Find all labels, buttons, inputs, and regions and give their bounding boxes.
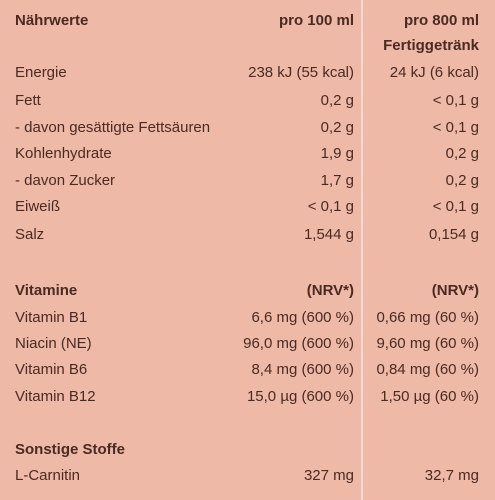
nutrient-per800: 0,154 g [428,226,479,243]
nutrient-per100: 0,2 g [320,119,354,136]
nutrient-per100: 1,544 g [303,226,354,243]
table-header-row: Nährwerte pro 100 ml pro 800 ml [0,9,495,33]
nutrient-per800: < 0,1 g [432,198,479,215]
other-per100: 327 mg [303,467,354,484]
header-label: Nährwerte [15,12,89,29]
table-row: Vitamin B1 6,6 mg (600 %) 0,66 mg (60 %) [0,306,495,330]
vitamin-name: Vitamin B1 [15,309,88,326]
nutrient-per800: 0,2 g [445,145,479,162]
vitamin-name: Vitamin B6 [15,361,88,378]
nutrient-per100: < 0,1 g [307,198,354,215]
table-row: Vitamin B12 15,0 µg (600 %) 1,50 µg (60 … [0,385,495,409]
nutrient-per100: 1,9 g [320,145,354,162]
vitamin-per100: 15,0 µg (600 %) [246,388,354,405]
table-row: Niacin (NE) 96,0 mg (600 %) 9,60 mg (60 … [0,332,495,356]
vitamin-name: Vitamin B12 [15,388,96,405]
nutrient-name: - davon Zucker [15,172,116,189]
nutrient-per800: 24 kJ (6 kcal) [389,64,479,81]
header-per800-line2: Fertiggetränk [383,37,479,54]
nutrient-name: - davon gesättigte Fettsäuren [15,119,211,136]
header-per100: pro 100 ml [278,12,354,29]
vitamins-nrv-per100: (NRV*) [306,282,354,299]
nutrient-per800: < 0,1 g [432,92,479,109]
nutrient-per100: 238 kJ (55 kcal) [248,64,354,81]
table-row: Salz 1,544 g 0,154 g [0,223,495,247]
nutrient-name: Salz [15,226,45,243]
vitamin-per800: 9,60 mg (60 %) [376,335,479,352]
table-row: - davon Zucker 1,7 g 0,2 g [0,169,495,193]
nutrient-per100: 1,7 g [320,172,354,189]
nutrient-per800: 0,2 g [445,172,479,189]
vitamin-per800: 0,66 mg (60 %) [376,309,479,326]
other-header-row: Sonstige Stoffe [0,438,495,462]
header-per800-line1: pro 800 ml [403,12,479,29]
table-row: Vitamin B6 8,4 mg (600 %) 0,84 mg (60 %) [0,358,495,382]
nutrient-name: Fett [15,92,41,109]
table-row: Eiweiß < 0,1 g < 0,1 g [0,195,495,219]
vitamin-per100: 8,4 mg (600 %) [251,361,354,378]
vitamins-nrv-per800: (NRV*) [431,282,479,299]
vitamin-per800: 1,50 µg (60 %) [380,388,479,405]
other-per800: 32,7 mg [424,467,479,484]
other-label: Sonstige Stoffe [15,441,126,458]
nutrient-name: Kohlenhydrate [15,145,112,162]
vitamins-label: Vitamine [15,282,78,299]
vitamin-per100: 96,0 mg (600 %) [243,335,354,352]
nutrient-per100: 0,2 g [320,92,354,109]
vitamin-per800: 0,84 mg (60 %) [376,361,479,378]
table-row: Kohlenhydrate 1,9 g 0,2 g [0,142,495,166]
nutrient-per800: < 0,1 g [432,119,479,136]
table-row: - davon gesättigte Fettsäuren 0,2 g < 0,… [0,116,495,140]
vitamin-name: Niacin (NE) [15,335,92,352]
table-row: Fett 0,2 g < 0,1 g [0,89,495,113]
nutrient-name: Eiweiß [15,198,61,215]
nutrient-name: Energie [15,64,67,81]
vitamins-header-row: Vitamine (NRV*) (NRV*) [0,279,495,303]
other-name: L-Carnitin [15,467,81,484]
column-divider [361,0,363,500]
vitamin-per100: 6,6 mg (600 %) [251,309,354,326]
table-row: Energie 238 kJ (55 kcal) 24 kJ (6 kcal) [0,61,495,85]
table-row: L-Carnitin 327 mg 32,7 mg [0,464,495,488]
